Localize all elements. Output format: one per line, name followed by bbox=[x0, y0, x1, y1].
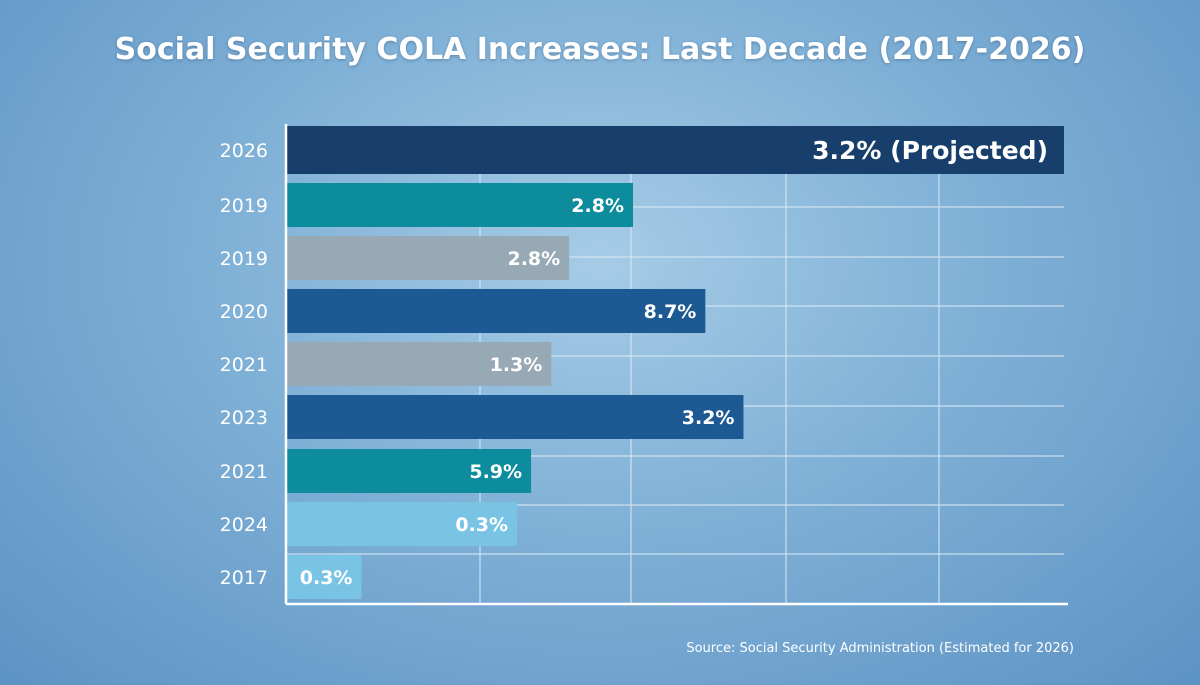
bar bbox=[286, 342, 552, 386]
data-label: 1.3% bbox=[490, 354, 543, 376]
bar bbox=[286, 236, 570, 280]
category-label: 2020 bbox=[220, 301, 268, 323]
data-label: 2.8% bbox=[507, 248, 560, 270]
chart-title: Social Security COLA Increases: Last Dec… bbox=[114, 32, 1086, 67]
data-label: 3.2% (Projected) bbox=[812, 136, 1048, 165]
axes bbox=[284, 124, 1068, 606]
category-label: 2019 bbox=[220, 248, 268, 270]
data-label: 2.8% bbox=[571, 195, 624, 217]
data-label: 0.3% bbox=[300, 567, 353, 589]
category-label: 2023 bbox=[220, 407, 268, 429]
category-label: 2026 bbox=[220, 140, 268, 162]
data-label: 3.2% bbox=[682, 407, 735, 429]
category-label: 2017 bbox=[220, 567, 268, 589]
category-label: 2021 bbox=[220, 461, 268, 483]
bars: 3.2% (Projected) 2.8% 2.8% 8.7% 1.3% 3.2% 5.9%… bbox=[286, 126, 1064, 599]
bar bbox=[286, 395, 744, 439]
bar bbox=[286, 449, 532, 493]
data-label: 5.9% bbox=[469, 461, 522, 483]
bar bbox=[286, 502, 518, 546]
bar bbox=[286, 183, 633, 227]
data-label: 8.7% bbox=[644, 301, 697, 323]
source-note: Source: Social Security Administration (… bbox=[686, 641, 1074, 656]
bar bbox=[286, 126, 1064, 174]
category-label: 2024 bbox=[220, 514, 268, 536]
bar bbox=[286, 555, 362, 599]
data-label: 0.3% bbox=[455, 514, 508, 536]
category-labels: 2026 2019 2019 2020 2021 2023 2021 2024 2017 bbox=[220, 140, 268, 589]
bar bbox=[286, 289, 706, 333]
category-label: 2021 bbox=[220, 354, 268, 376]
category-label: 2019 bbox=[220, 195, 268, 217]
